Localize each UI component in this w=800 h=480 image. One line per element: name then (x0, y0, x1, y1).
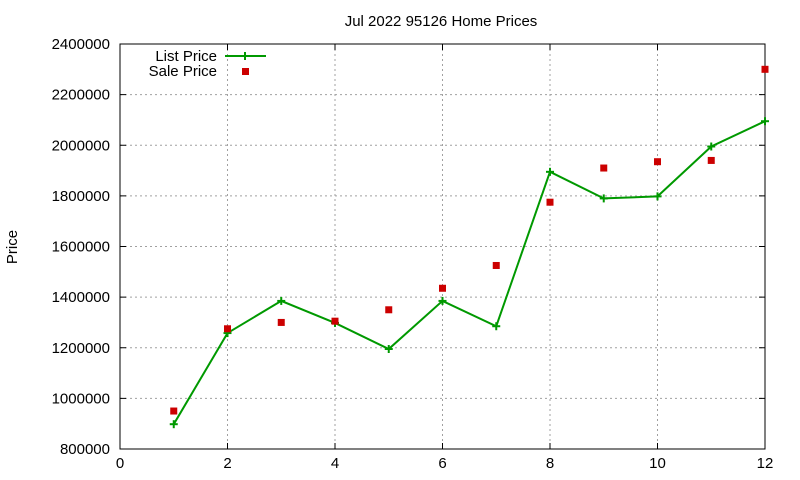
legend-marker-list-price (241, 52, 249, 60)
legend: List Price Sale Price (149, 48, 266, 80)
data-point-sale-price (707, 156, 715, 164)
x-tick-label: 4 (331, 455, 339, 472)
data-point-sale-price (385, 306, 393, 314)
data-point-sale-price (546, 198, 554, 206)
data-point-sale-price (654, 158, 661, 166)
data-point-sale-price (492, 261, 500, 269)
y-tick-label: 1200000 (52, 340, 110, 357)
y-tick-label: 1400000 (52, 289, 110, 306)
series-line-list-price (172, 120, 766, 425)
y-tick-label: 1000000 (52, 390, 110, 407)
series (169, 65, 769, 429)
data-point-list-price (707, 142, 716, 151)
axis-ticks: 0 2 4 6 8 10 12 800000 1000000 1200000 1400000 1600… (52, 36, 774, 472)
data-point-list-price (492, 322, 501, 331)
x-tick-label: 6 (438, 455, 446, 472)
data-point-list-price (761, 117, 769, 126)
y-axis-label: Price (4, 230, 21, 264)
x-tick-label: 8 (546, 455, 554, 472)
x-tick-label: 2 (223, 455, 231, 472)
data-point-list-price (546, 167, 554, 176)
y-tick-label: 2400000 (52, 36, 110, 53)
y-tick-label: 1600000 (52, 239, 110, 256)
y-tick-label: 800000 (60, 441, 110, 458)
y-tick-label: 2000000 (52, 137, 110, 154)
data-point-sale-price (224, 325, 231, 333)
data-point-sale-price (761, 65, 769, 73)
data-point-sale-price (600, 164, 608, 172)
y-tick-label: 2200000 (52, 87, 110, 104)
legend-label-sale-price: Sale Price (149, 63, 217, 80)
legend-marker-sale-price (242, 68, 249, 75)
data-point-list-price (599, 194, 608, 203)
data-point-sale-price (331, 317, 339, 325)
y-tick-label: 1800000 (52, 188, 110, 205)
data-point-sale-price (170, 407, 178, 415)
grid (120, 44, 765, 449)
data-point-sale-price (439, 284, 446, 292)
data-point-list-price (653, 192, 662, 201)
legend-label-list-price: List Price (155, 48, 217, 65)
data-point-list-price (384, 345, 393, 354)
chart-title: Jul 2022 95126 Home Prices (345, 13, 538, 30)
data-point-list-price (277, 296, 286, 305)
x-tick-label: 12 (757, 455, 774, 472)
data-point-list-price (169, 420, 178, 429)
data-point-list-price (438, 296, 447, 305)
x-tick-label: 0 (116, 455, 124, 472)
data-point-sale-price (277, 318, 285, 326)
x-tick-label: 10 (649, 455, 666, 472)
